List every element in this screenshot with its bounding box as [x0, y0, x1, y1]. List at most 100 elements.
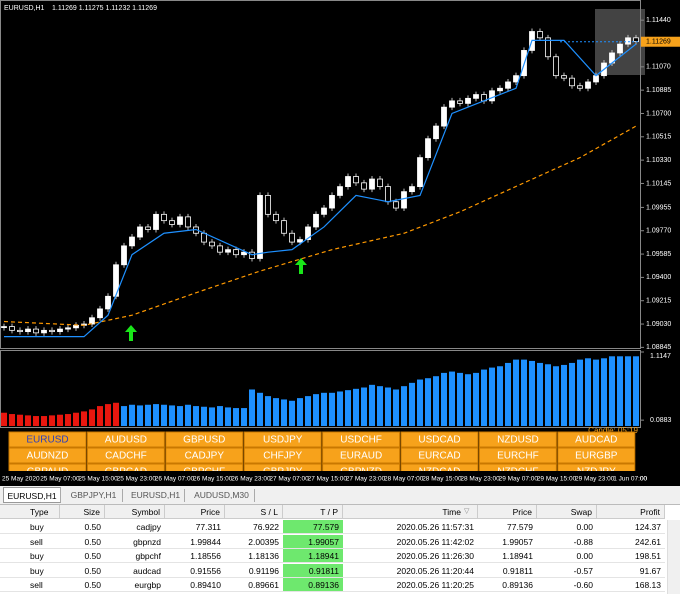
column-header[interactable]: Symbol: [105, 505, 165, 519]
symbol-button[interactable]: [86, 447, 165, 464]
indicator-frame: [0, 350, 641, 428]
candle: [17, 329, 23, 333]
symbol-button[interactable]: [8, 431, 87, 448]
tab-bar: EURUSD,H1 GBPJPY,H1 EURUSD,H1 AUDUSD,M30: [0, 486, 680, 505]
table-cell: 0.00: [537, 520, 597, 534]
y-tick-label: 1.09770: [646, 228, 671, 235]
symbol-button[interactable]: [322, 447, 401, 464]
table-cell[interactable]: buy: [0, 549, 60, 564]
chart-tab[interactable]: EURUSD,H1: [3, 487, 61, 503]
histogram-bar: [145, 404, 151, 426]
symbol-button[interactable]: [165, 431, 244, 448]
table-cell[interactable]: sell: [0, 534, 60, 549]
candle: [369, 178, 375, 190]
histogram-bar: [201, 406, 207, 426]
column-header[interactable]: T / P: [283, 505, 343, 519]
histogram-bar: [529, 360, 535, 426]
symbol-button[interactable]: [8, 447, 87, 464]
histogram-bar: [297, 398, 303, 426]
table-cell: 1.99844: [165, 534, 225, 549]
candle: [553, 56, 559, 77]
candle: [297, 239, 303, 243]
column-header[interactable]: Swap: [537, 505, 597, 519]
table-cell[interactable]: buy: [0, 563, 60, 578]
column-header[interactable]: Time: [343, 505, 478, 519]
histogram-bar: [393, 389, 399, 426]
column-header[interactable]: Price: [478, 505, 537, 519]
table-cell: audcad: [105, 563, 165, 578]
symbol-button-label: GBPUSD: [183, 435, 225, 446]
chart-tab[interactable]: EURUSD,H1: [127, 489, 185, 502]
histogram-bar: [473, 372, 479, 426]
histogram-bar: [273, 398, 279, 426]
histogram-bar: [305, 396, 311, 426]
chart-tab[interactable]: GBPJPY,H1: [65, 489, 123, 502]
x-tick-label: 27 May 15:00: [308, 476, 348, 483]
histogram-bar: [321, 392, 327, 426]
candle: [233, 249, 239, 256]
y-tick-label: 1.09955: [646, 204, 671, 211]
table-cell: gbpnzd: [105, 534, 165, 549]
symbol-button[interactable]: [557, 431, 636, 448]
x-tick-label: 25 May 23:00: [117, 476, 157, 483]
table-cell: 77.311: [165, 520, 225, 534]
histogram-bar: [361, 387, 367, 426]
candle: [209, 241, 215, 247]
table-cell[interactable]: buy: [0, 520, 60, 534]
symbol-button[interactable]: [243, 431, 322, 448]
histogram-bar: [497, 366, 503, 426]
column-header[interactable]: Price: [165, 505, 225, 519]
y-tick-label: 1.10515: [646, 134, 671, 141]
column-header[interactable]: Size: [60, 505, 105, 519]
symbol-button[interactable]: [243, 447, 322, 464]
candle: [545, 37, 551, 58]
histogram-bar: [449, 371, 455, 426]
histogram-bar: [33, 416, 39, 426]
candle: [537, 31, 543, 39]
histogram-bar: [89, 409, 95, 426]
histogram-bar: [441, 372, 447, 426]
symbol-button-label: NZDUSD: [497, 435, 539, 446]
candle: [137, 226, 143, 238]
symbol-button[interactable]: [400, 447, 479, 464]
table-cell[interactable]: sell: [0, 578, 60, 593]
candle: [65, 327, 71, 330]
candle: [49, 329, 55, 333]
candle: [561, 75, 567, 79]
table-cell: cadjpy: [105, 520, 165, 534]
candle: [201, 232, 207, 243]
x-tick-label: 28 May 07:00: [384, 476, 424, 483]
symbol-button-label: USDCAD: [418, 435, 460, 446]
symbol-button[interactable]: [478, 447, 557, 464]
histogram-bar: [225, 407, 231, 426]
histogram-bar: [385, 387, 391, 426]
candle: [145, 226, 151, 230]
candle: [513, 75, 519, 83]
symbol-button-label: EURGBP: [575, 451, 618, 462]
candle: [377, 178, 383, 188]
symbol-button[interactable]: [86, 431, 165, 448]
symbol-button[interactable]: [478, 431, 557, 448]
histogram-bar: [49, 415, 55, 426]
buy-arrow: [125, 325, 137, 341]
symbol-button[interactable]: [322, 431, 401, 448]
symbol-button-label: EURCAD: [418, 451, 460, 462]
histogram-bar: [337, 391, 343, 426]
histogram-bar: [1, 412, 7, 426]
table-cell: 76.922: [225, 520, 283, 534]
symbol-button[interactable]: [557, 447, 636, 464]
symbol-button[interactable]: [400, 431, 479, 448]
table-cell: 2.00395: [225, 534, 283, 549]
chart-tab[interactable]: AUDUSD,M30: [189, 489, 255, 502]
histogram-bar: [313, 394, 319, 426]
y-tick-label: 1.10885: [646, 87, 671, 94]
candle: [465, 97, 471, 104]
candle: [177, 216, 183, 225]
symbol-button-label: EURAUD: [340, 451, 382, 462]
histogram-bar: [585, 358, 591, 426]
column-header[interactable]: Profit: [597, 505, 665, 519]
column-header[interactable]: S / L: [225, 505, 283, 519]
column-header[interactable]: Type: [0, 505, 60, 519]
symbol-button[interactable]: [165, 447, 244, 464]
